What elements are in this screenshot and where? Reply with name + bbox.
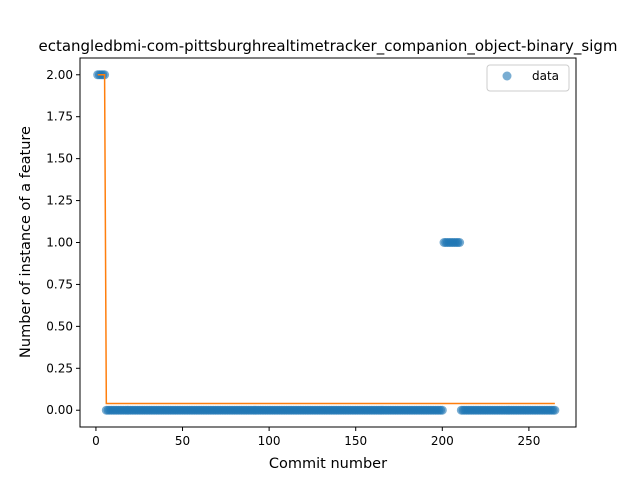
chart-title: ectangledbmi-com-pittsburghrealtimetrack… [38, 37, 617, 56]
y-tick-label: 1.00 [46, 236, 73, 250]
legend-label: data [532, 69, 559, 83]
y-axis-label: Number of instance of a feature [18, 126, 34, 358]
x-tick-label: 150 [344, 434, 367, 448]
y-tick-label: 0.25 [46, 361, 73, 375]
y-tick-label: 0.50 [46, 319, 73, 333]
data-point [437, 405, 447, 415]
x-tick-label: 100 [258, 434, 281, 448]
y-axis: 0.00 0.25 0.50 0.75 1.00 1.25 1.50 1.75 2.00 [46, 68, 80, 417]
data-point [455, 238, 465, 247]
y-tick-label: 0.00 [46, 403, 73, 417]
x-tick-label: 0 [92, 434, 100, 448]
x-axis: 0 50 100 150 200 250 [92, 427, 540, 448]
legend: data [486, 64, 570, 92]
series-layer [93, 70, 560, 415]
legend-box [486, 64, 570, 92]
y-tick-label: 0.75 [46, 277, 73, 291]
data-point [550, 405, 560, 415]
x-tick-label: 250 [517, 434, 540, 448]
plot-area [80, 58, 576, 427]
y-tick-label: 1.50 [46, 152, 73, 166]
legend-marker [502, 71, 512, 81]
x-tick-label: 50 [175, 434, 190, 448]
y-tick-label: 1.25 [46, 194, 73, 208]
x-tick-label: 200 [431, 434, 454, 448]
fit-line [97, 74, 555, 405]
x-axis-label: Commit number [269, 456, 387, 472]
y-tick-label: 2.00 [46, 68, 73, 82]
y-tick-label: 1.75 [46, 110, 73, 124]
